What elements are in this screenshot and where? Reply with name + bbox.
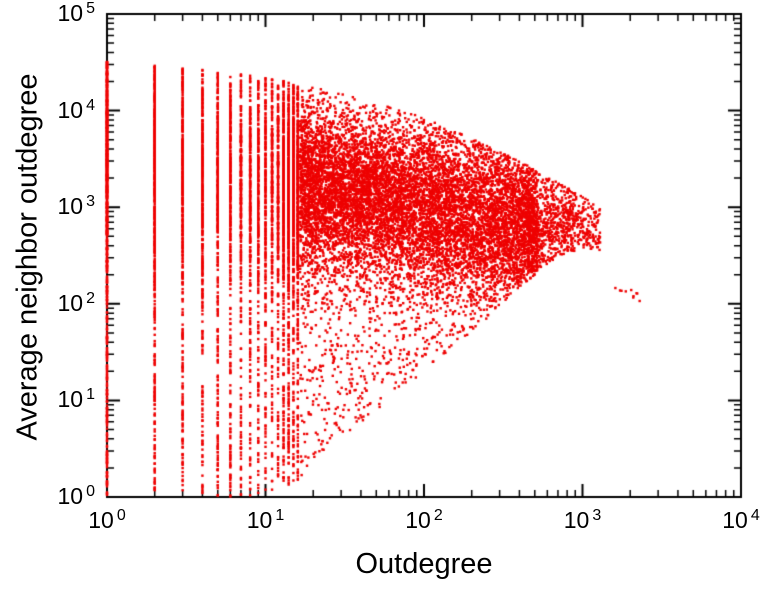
x-axis-label: Outdegree <box>355 548 493 580</box>
tick-exponent: 4 <box>750 507 760 524</box>
y-axis-label: Average neighbor outdegree <box>11 73 44 441</box>
y-tick-label: 10 2 <box>0 289 96 320</box>
x-tick-label: 10 0 <box>88 507 126 537</box>
tick-base: 10 <box>57 483 84 509</box>
tick-exponent: 0 <box>86 483 95 500</box>
tick-exponent: 2 <box>433 507 443 524</box>
y-tick-label: 10 3 <box>0 193 96 223</box>
tick-exponent: 5 <box>86 0 95 17</box>
tick-base: 10 <box>57 386 84 413</box>
y-tick-label: 10 4 <box>0 96 96 127</box>
y-tick-label: 10 1 <box>0 386 96 416</box>
tick-exponent: 3 <box>592 507 602 524</box>
tick-base: 10 <box>57 96 84 123</box>
tick-base: 10 <box>563 507 590 533</box>
tick-base: 10 <box>88 507 114 533</box>
x-tick-label: 10 4 <box>722 507 760 537</box>
tick-exponent: 2 <box>86 289 95 307</box>
tick-exponent: 3 <box>86 193 95 211</box>
tick-base: 10 <box>57 0 84 26</box>
tick-exponent: 1 <box>275 507 285 524</box>
tick-base: 10 <box>246 507 273 533</box>
tick-exponent: 0 <box>116 507 126 524</box>
tick-exponent: 1 <box>86 386 95 404</box>
tick-base: 10 <box>57 193 84 220</box>
tick-base: 10 <box>57 289 84 316</box>
x-tick-label: 10 2 <box>405 507 443 537</box>
tick-base: 10 <box>405 507 431 533</box>
tick-exponent: 4 <box>86 96 95 114</box>
tick-base: 10 <box>722 507 748 533</box>
y-tick-label: 10 0 <box>0 483 96 513</box>
x-tick-label: 10 3 <box>564 507 602 537</box>
x-tick-label: 10 1 <box>247 507 285 537</box>
y-tick-label: 10 5 <box>0 0 96 30</box>
